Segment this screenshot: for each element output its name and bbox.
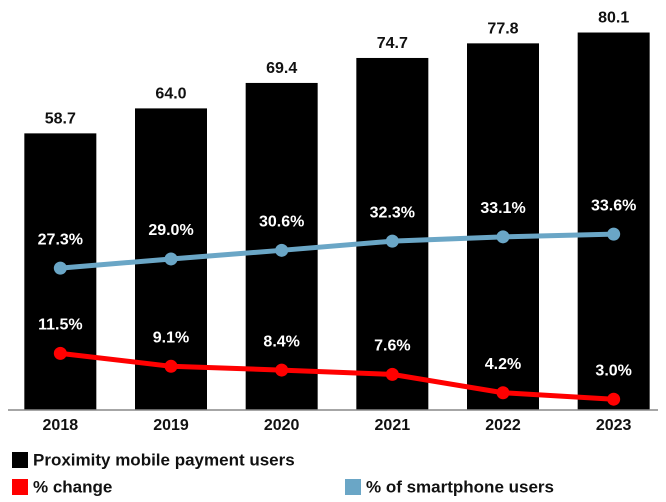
- line-value-label: 27.3%: [38, 231, 83, 248]
- line-point: [53, 346, 67, 360]
- line-point: [496, 386, 510, 400]
- bar-value-label: 80.1: [598, 10, 629, 27]
- line-value-label: 4.2%: [485, 356, 521, 373]
- line-value-label: 32.3%: [370, 204, 415, 221]
- line-value-label: 11.5%: [38, 317, 82, 334]
- line-value-label: 3.0%: [595, 362, 631, 379]
- legend-label: Proximity mobile payment users: [33, 450, 295, 469]
- bar: [577, 32, 650, 410]
- line-point: [164, 359, 178, 373]
- line: [60, 350, 614, 402]
- line-point: [385, 234, 399, 248]
- line-value-label: 7.6%: [374, 338, 410, 355]
- x-tick-label: 2020: [264, 417, 300, 434]
- line: [60, 231, 614, 271]
- legend-swatch: [345, 479, 361, 495]
- line-point: [275, 243, 289, 257]
- line-point: [385, 367, 399, 381]
- bar-value-label: 58.7: [45, 111, 76, 128]
- line-value-label: 9.1%: [153, 330, 189, 347]
- bar-value-label: 74.7: [377, 35, 408, 52]
- bar-value-label: 69.4: [266, 60, 297, 77]
- line-point: [53, 261, 67, 275]
- legend-label: % change: [33, 477, 112, 496]
- line-point: [496, 230, 510, 244]
- line-value-label: 30.6%: [259, 214, 304, 231]
- x-tick-label: 2018: [43, 417, 79, 434]
- x-tick-label: 2019: [153, 417, 189, 434]
- bar-value-label: 64.0: [155, 86, 186, 103]
- x-tick-label: 2022: [485, 417, 521, 434]
- line-point: [607, 392, 621, 406]
- x-tick-label: 2023: [596, 417, 632, 434]
- line-point: [275, 363, 289, 377]
- line-point: [607, 227, 621, 241]
- line-point: [164, 252, 178, 266]
- bar: [467, 43, 539, 410]
- bar: [356, 57, 429, 411]
- legend-swatch: [12, 479, 28, 495]
- legend-label: % of smartphone users: [366, 477, 554, 496]
- x-tick-label: 2021: [375, 417, 411, 434]
- line-value-label: 33.6%: [591, 197, 636, 214]
- line-value-label: 8.4%: [263, 333, 299, 350]
- line-value-label: 33.1%: [480, 200, 525, 217]
- line-value-label: 29.0%: [148, 222, 193, 239]
- legend-swatch: [12, 452, 28, 468]
- bar-value-label: 77.8: [487, 21, 518, 38]
